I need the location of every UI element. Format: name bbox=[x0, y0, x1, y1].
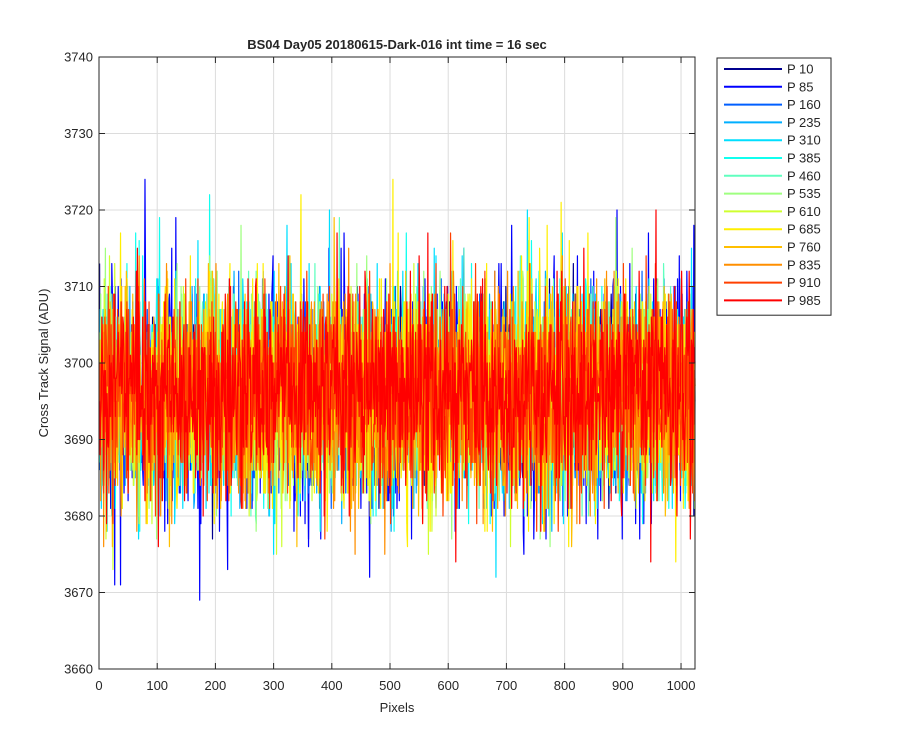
chart-title: BS04 Day05 20180615-Dark-016 int time = … bbox=[247, 37, 547, 52]
y-tick-label: 3670 bbox=[64, 585, 93, 600]
legend-label: P 310 bbox=[787, 133, 821, 148]
x-tick-label: 900 bbox=[612, 678, 634, 693]
legend-label: P 10 bbox=[787, 62, 814, 77]
x-tick-label: 800 bbox=[554, 678, 576, 693]
legend-label: P 385 bbox=[787, 151, 821, 166]
legend-label: P 985 bbox=[787, 293, 821, 308]
y-tick-label: 3700 bbox=[64, 356, 93, 371]
y-axis-label: Cross Track Signal (ADU) bbox=[36, 289, 51, 438]
y-tick-label: 3720 bbox=[64, 203, 93, 218]
x-tick-label: 300 bbox=[263, 678, 285, 693]
legend-label: P 835 bbox=[787, 257, 821, 272]
series-lines bbox=[98, 178, 696, 601]
legend-label: P 910 bbox=[787, 275, 821, 290]
y-tick-label: 3730 bbox=[64, 126, 93, 141]
legend-label: P 610 bbox=[787, 204, 821, 219]
legend-box bbox=[716, 57, 832, 316]
x-tick-label: 600 bbox=[437, 678, 459, 693]
legend-label: P 685 bbox=[787, 222, 821, 237]
x-tick-label: 400 bbox=[321, 678, 343, 693]
legend-label: P 460 bbox=[787, 168, 821, 183]
x-tick-label: 700 bbox=[496, 678, 518, 693]
x-tick-label: 500 bbox=[379, 678, 401, 693]
y-tick-label: 3740 bbox=[64, 50, 93, 65]
legend-label: P 160 bbox=[787, 97, 821, 112]
y-tick-label: 3690 bbox=[64, 432, 93, 447]
y-tick-label: 3680 bbox=[64, 509, 93, 524]
x-axis-label: Pixels bbox=[380, 700, 415, 715]
series-line-p-985 bbox=[98, 209, 696, 563]
ticks: 0 100 200 300 400 500 600 700 800 900 1000 3660 3670… bbox=[64, 50, 695, 694]
legend-label: P 235 bbox=[787, 115, 821, 130]
legend-label: P 85 bbox=[787, 79, 814, 94]
y-tick-label: 3710 bbox=[64, 279, 93, 294]
x-tick-label: 0 bbox=[95, 678, 102, 693]
x-tick-label: 1000 bbox=[667, 678, 696, 693]
y-tick-label: 3660 bbox=[64, 662, 93, 677]
x-tick-label: 200 bbox=[205, 678, 227, 693]
legend-label: P 760 bbox=[787, 240, 821, 255]
x-tick-label: 100 bbox=[146, 678, 168, 693]
legend-label: P 535 bbox=[787, 186, 821, 201]
legend: P 10 P 85 P 160 P 235 P 310 P 385 P 460 P 535 P … bbox=[716, 57, 832, 316]
